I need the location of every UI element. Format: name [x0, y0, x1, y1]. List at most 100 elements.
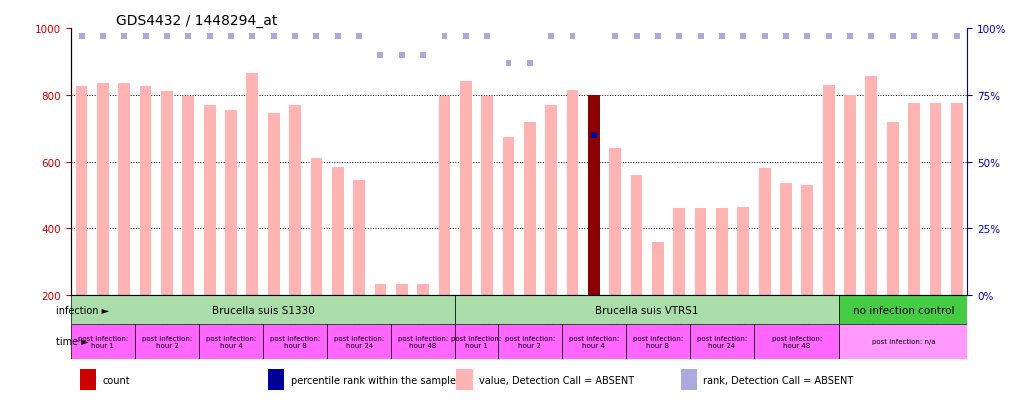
Bar: [681, 369, 697, 390]
Text: post infection:
hour 24: post infection: hour 24: [697, 335, 747, 348]
Point: [607, 33, 623, 40]
Text: post infection:
hour 2: post infection: hour 2: [142, 335, 192, 348]
Point: [95, 33, 111, 40]
Bar: [759, 169, 771, 295]
Bar: [865, 77, 877, 295]
Bar: [332, 167, 343, 295]
Bar: [716, 209, 727, 295]
Text: Brucella suis S1330: Brucella suis S1330: [212, 305, 314, 315]
Bar: [840, 295, 967, 325]
Bar: [844, 95, 856, 295]
Text: infection ►: infection ►: [56, 305, 109, 315]
Bar: [502, 137, 515, 295]
Bar: [97, 84, 108, 295]
Point: [329, 33, 345, 40]
Point: [437, 33, 453, 40]
Text: post infection:
hour 24: post infection: hour 24: [334, 335, 384, 348]
Point: [842, 33, 858, 40]
Point: [543, 33, 559, 40]
Point: [180, 33, 197, 40]
Bar: [930, 104, 941, 295]
Bar: [674, 209, 685, 295]
Bar: [497, 325, 562, 359]
Bar: [289, 106, 301, 295]
Bar: [199, 325, 263, 359]
Bar: [780, 184, 792, 295]
Bar: [71, 295, 455, 325]
Point: [906, 33, 922, 40]
Point: [265, 33, 282, 40]
Point: [778, 33, 794, 40]
Point: [116, 33, 133, 40]
Point: [522, 60, 538, 67]
Point: [672, 33, 688, 40]
Bar: [375, 284, 386, 295]
Text: post infection: n/a: post infection: n/a: [871, 339, 935, 344]
Bar: [545, 106, 557, 295]
Bar: [71, 325, 135, 359]
Bar: [524, 122, 536, 295]
Bar: [886, 122, 899, 295]
Text: post infection:
hour 8: post infection: hour 8: [633, 335, 683, 348]
Text: percentile rank within the sample: percentile rank within the sample: [291, 375, 456, 385]
Bar: [737, 207, 750, 295]
Point: [649, 33, 666, 40]
Bar: [951, 104, 962, 295]
Point: [159, 33, 175, 40]
Bar: [690, 325, 754, 359]
Bar: [840, 325, 967, 359]
Bar: [267, 114, 280, 295]
Bar: [460, 82, 472, 295]
Point: [628, 33, 644, 40]
Bar: [119, 84, 130, 295]
Text: post infection:
hour 4: post infection: hour 4: [206, 335, 256, 348]
Bar: [354, 180, 365, 295]
Point: [479, 33, 495, 40]
Bar: [566, 90, 578, 295]
Text: count: count: [102, 375, 130, 385]
Text: post infection:
hour 48: post infection: hour 48: [772, 335, 822, 348]
Bar: [263, 325, 327, 359]
Bar: [823, 85, 835, 295]
Bar: [311, 159, 322, 295]
Bar: [652, 242, 664, 295]
Point: [863, 33, 879, 40]
Bar: [631, 176, 642, 295]
Bar: [610, 149, 621, 295]
Bar: [246, 74, 258, 295]
Bar: [562, 325, 626, 359]
Bar: [626, 325, 690, 359]
Point: [884, 33, 901, 40]
Point: [244, 33, 260, 40]
Bar: [327, 325, 391, 359]
Bar: [396, 284, 407, 295]
Point: [138, 33, 154, 40]
Point: [735, 33, 752, 40]
Text: post infection:
hour 2: post infection: hour 2: [504, 335, 555, 348]
Point: [564, 33, 580, 40]
Text: Brucella suis VTRS1: Brucella suis VTRS1: [596, 305, 699, 315]
Point: [821, 33, 837, 40]
Bar: [754, 325, 840, 359]
Bar: [182, 97, 194, 295]
Bar: [76, 87, 87, 295]
Bar: [417, 284, 428, 295]
Text: GDS4432 / 1448294_at: GDS4432 / 1448294_at: [115, 14, 278, 28]
Bar: [439, 97, 451, 295]
Text: post infection:
hour 1: post infection: hour 1: [452, 335, 501, 348]
Bar: [695, 209, 706, 295]
Bar: [801, 185, 813, 295]
Text: no infection control: no infection control: [853, 305, 954, 315]
Bar: [135, 325, 199, 359]
Text: time ►: time ►: [56, 337, 89, 347]
Bar: [225, 111, 237, 295]
Point: [799, 33, 815, 40]
Bar: [391, 325, 455, 359]
Point: [350, 33, 367, 40]
Bar: [588, 95, 600, 295]
Text: value, Detection Call = ABSENT: value, Detection Call = ABSENT: [479, 375, 634, 385]
Bar: [140, 87, 152, 295]
Text: rank, Detection Call = ABSENT: rank, Detection Call = ABSENT: [703, 375, 853, 385]
Point: [586, 132, 602, 139]
Point: [458, 33, 474, 40]
